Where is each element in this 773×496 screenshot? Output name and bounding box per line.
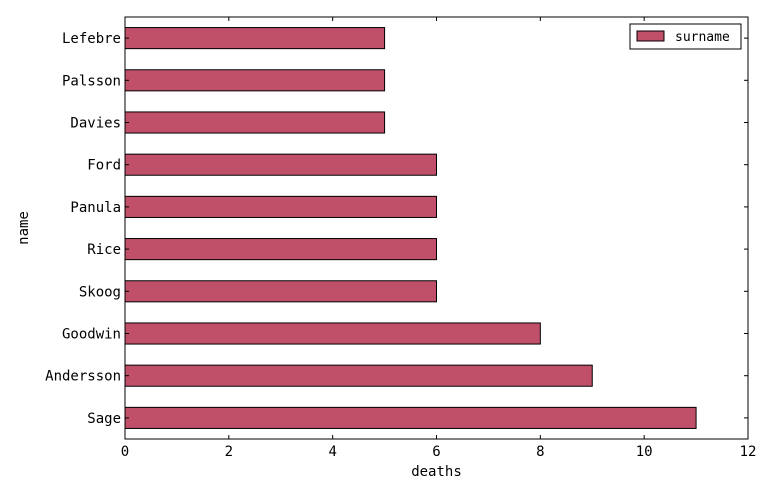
y-axis-label: name (16, 211, 32, 245)
bar-andersson (124, 364, 593, 387)
y-tick-label: Sage (87, 411, 121, 427)
plot-frame (124, 16, 749, 440)
y-tick-label: Andersson (45, 369, 121, 385)
bar-goodwin (124, 322, 541, 345)
legend: surname (629, 23, 742, 50)
bar-skoog (124, 280, 437, 303)
bar-ford (124, 153, 437, 176)
x-tick-label: 4 (328, 444, 336, 460)
y-tick-label: Davies (70, 116, 121, 132)
x-axis-label: deaths (411, 464, 462, 480)
y-tick-label: Lefebre (62, 31, 121, 47)
legend-swatch (636, 30, 665, 42)
x-tick-label: 12 (740, 444, 757, 460)
x-tick-label: 8 (536, 444, 544, 460)
y-tick-label: Panula (70, 200, 121, 216)
x-tick-label: 0 (121, 444, 129, 460)
bar-davies (124, 111, 386, 134)
bar-rice (124, 238, 437, 261)
y-tick-label: Rice (87, 242, 121, 258)
bars-group (124, 27, 697, 429)
bar-panula (124, 195, 437, 218)
y-tick-label: Goodwin (62, 327, 121, 343)
y-ticks-group: Sage Andersson Goodwin Skoog Rice Panula Ford D… (45, 31, 748, 427)
x-tick-label: 2 (225, 444, 233, 460)
bar-palsson (124, 69, 386, 92)
x-tick-label: 10 (636, 444, 653, 460)
legend-label: surname (675, 30, 730, 45)
bar-sage (124, 406, 697, 429)
y-tick-label: Palsson (62, 73, 121, 89)
y-tick-label: Ford (87, 158, 121, 174)
bar-lefebre (124, 27, 386, 50)
x-tick-label: 6 (432, 444, 440, 460)
y-tick-label: Skoog (79, 284, 121, 300)
